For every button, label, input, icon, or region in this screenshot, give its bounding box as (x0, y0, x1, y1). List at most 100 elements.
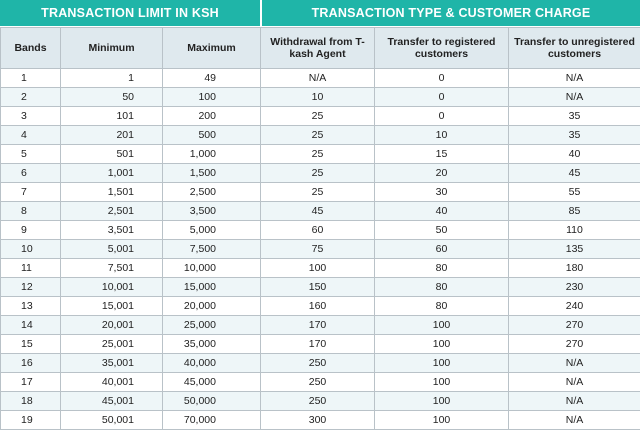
unregistered-transfer-charge-cell: 45 (509, 164, 640, 183)
unregistered-transfer-charge-cell: 40 (509, 145, 640, 164)
registered-transfer-charge-cell: 100 (375, 316, 509, 335)
column-header-withdrawal: Withdrawal from T-kash Agent (261, 28, 375, 69)
withdrawal-charge-cell: 160 (261, 297, 375, 316)
band-cell: 11 (1, 259, 61, 278)
registered-transfer-charge-cell: 50 (375, 221, 509, 240)
minimum-cell: 1,001 (61, 164, 163, 183)
unregistered-transfer-charge-cell: 180 (509, 259, 640, 278)
withdrawal-charge-cell: 150 (261, 278, 375, 297)
unregistered-transfer-charge-cell: N/A (509, 88, 640, 107)
maximum-cell: 20,000 (163, 297, 261, 316)
registered-transfer-charge-cell: 20 (375, 164, 509, 183)
minimum-cell: 1,501 (61, 183, 163, 202)
withdrawal-charge-cell: 100 (261, 259, 375, 278)
band-cell: 9 (1, 221, 61, 240)
charges-table-container: TRANSACTION LIMIT IN KSH TRANSACTION TYP… (0, 0, 640, 417)
maximum-cell: 1,000 (163, 145, 261, 164)
registered-transfer-charge-cell: 100 (375, 354, 509, 373)
unregistered-transfer-charge-cell: 270 (509, 316, 640, 335)
withdrawal-charge-cell: 170 (261, 316, 375, 335)
maximum-cell: 50,000 (163, 392, 261, 411)
unregistered-transfer-charge-cell: 35 (509, 126, 640, 145)
band-cell: 2 (1, 88, 61, 107)
band-cell: 19 (1, 411, 61, 430)
band-cell: 7 (1, 183, 61, 202)
maximum-cell: 3,500 (163, 202, 261, 221)
unregistered-transfer-charge-cell: N/A (509, 392, 640, 411)
column-header-bands: Bands (1, 28, 61, 69)
band-cell: 6 (1, 164, 61, 183)
unregistered-transfer-charge-cell: N/A (509, 69, 640, 88)
maximum-cell: 25,000 (163, 316, 261, 335)
column-header-transfer-unregistered: Transfer to unregistered customers (509, 28, 640, 69)
column-header-maximum: Maximum (163, 28, 261, 69)
unregistered-transfer-charge-cell: 35 (509, 107, 640, 126)
registered-transfer-charge-cell: 80 (375, 297, 509, 316)
withdrawal-charge-cell: 60 (261, 221, 375, 240)
registered-transfer-charge-cell: 60 (375, 240, 509, 259)
maximum-cell: 1,500 (163, 164, 261, 183)
maximum-cell: 500 (163, 126, 261, 145)
withdrawal-charge-cell: 25 (261, 183, 375, 202)
maximum-cell: 2,500 (163, 183, 261, 202)
minimum-cell: 2,501 (61, 202, 163, 221)
minimum-cell: 501 (61, 145, 163, 164)
band-cell: 12 (1, 278, 61, 297)
unregistered-transfer-charge-cell: 135 (509, 240, 640, 259)
registered-transfer-charge-cell: 100 (375, 411, 509, 430)
registered-transfer-charge-cell: 30 (375, 183, 509, 202)
withdrawal-charge-cell: 300 (261, 411, 375, 430)
band-cell: 4 (1, 126, 61, 145)
unregistered-transfer-charge-cell: 110 (509, 221, 640, 240)
minimum-cell: 35,001 (61, 354, 163, 373)
maximum-cell: 15,000 (163, 278, 261, 297)
minimum-cell: 5,001 (61, 240, 163, 259)
unregistered-transfer-charge-cell: N/A (509, 354, 640, 373)
withdrawal-charge-cell: 45 (261, 202, 375, 221)
minimum-cell: 45,001 (61, 392, 163, 411)
registered-transfer-charge-cell: 80 (375, 259, 509, 278)
minimum-cell: 40,001 (61, 373, 163, 392)
withdrawal-charge-cell: 250 (261, 392, 375, 411)
band-cell: 17 (1, 373, 61, 392)
minimum-cell: 25,001 (61, 335, 163, 354)
band-cell: 5 (1, 145, 61, 164)
maximum-cell: 200 (163, 107, 261, 126)
registered-transfer-charge-cell: 15 (375, 145, 509, 164)
registered-transfer-charge-cell: 0 (375, 88, 509, 107)
registered-transfer-charge-cell: 80 (375, 278, 509, 297)
unregistered-transfer-charge-cell: N/A (509, 411, 640, 430)
unregistered-transfer-charge-cell: 85 (509, 202, 640, 221)
minimum-cell: 101 (61, 107, 163, 126)
minimum-cell: 1 (61, 69, 163, 88)
band-cell: 3 (1, 107, 61, 126)
unregistered-transfer-charge-cell: N/A (509, 373, 640, 392)
minimum-cell: 7,501 (61, 259, 163, 278)
withdrawal-charge-cell: 25 (261, 145, 375, 164)
withdrawal-charge-cell: 75 (261, 240, 375, 259)
maximum-cell: 40,000 (163, 354, 261, 373)
band-cell: 16 (1, 354, 61, 373)
registered-transfer-charge-cell: 40 (375, 202, 509, 221)
withdrawal-charge-cell: 170 (261, 335, 375, 354)
minimum-cell: 10,001 (61, 278, 163, 297)
minimum-cell: 15,001 (61, 297, 163, 316)
unregistered-transfer-charge-cell: 230 (509, 278, 640, 297)
band-cell: 1 (1, 69, 61, 88)
unregistered-transfer-charge-cell: 55 (509, 183, 640, 202)
minimum-cell: 50,001 (61, 411, 163, 430)
transaction-limit-banner: TRANSACTION LIMIT IN KSH (0, 0, 260, 26)
